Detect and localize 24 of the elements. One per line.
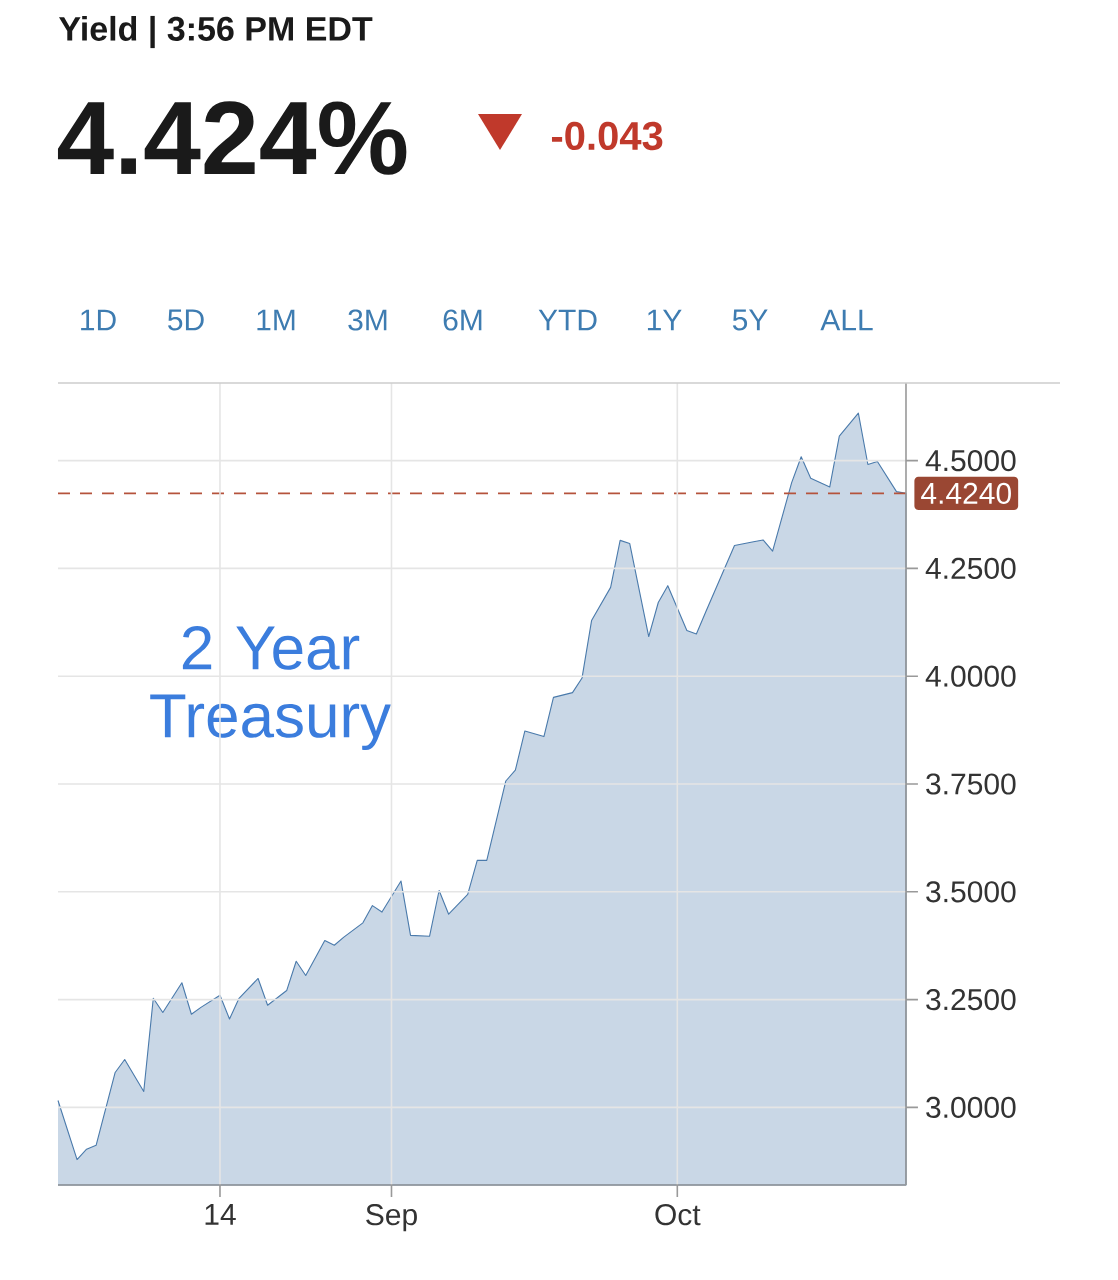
x-tick-label: Sep <box>366 1204 417 1232</box>
x-tick-label: Oct <box>655 1204 701 1226</box>
text: 1D <box>81 309 116 331</box>
y-tick-label: 3.7500 <box>926 773 1016 795</box>
annotation: 2 Year Treasury <box>150 625 392 751</box>
text: 1M <box>257 309 295 331</box>
chart-title: Yield | 3:56 PM EDT <box>59 15 373 49</box>
text: -0.043 <box>551 121 663 151</box>
text: 3M <box>348 309 387 331</box>
text: 6M <box>443 309 482 331</box>
y-tick-label: 4.2500 <box>925 557 1016 580</box>
y-tick-label: 4.0000 <box>925 665 1016 687</box>
y-tick-label: 3.0000 <box>926 1096 1016 1119</box>
chart-subtitle: 4.424% <box>57 101 407 175</box>
y-tick-label: 4.5000 <box>925 450 1016 472</box>
y-tick-label: 3.5000 <box>926 881 1016 903</box>
text: ALL <box>820 309 873 331</box>
text: 5Y <box>732 309 768 331</box>
x-tick-label: 14 <box>205 1204 236 1225</box>
text: 1Y <box>647 309 682 331</box>
y-tick-label: 3.2500 <box>926 988 1016 1011</box>
text: YTD <box>538 309 597 331</box>
text: 5D <box>168 309 204 331</box>
ref-line-label: 4.4240 <box>921 482 1011 504</box>
